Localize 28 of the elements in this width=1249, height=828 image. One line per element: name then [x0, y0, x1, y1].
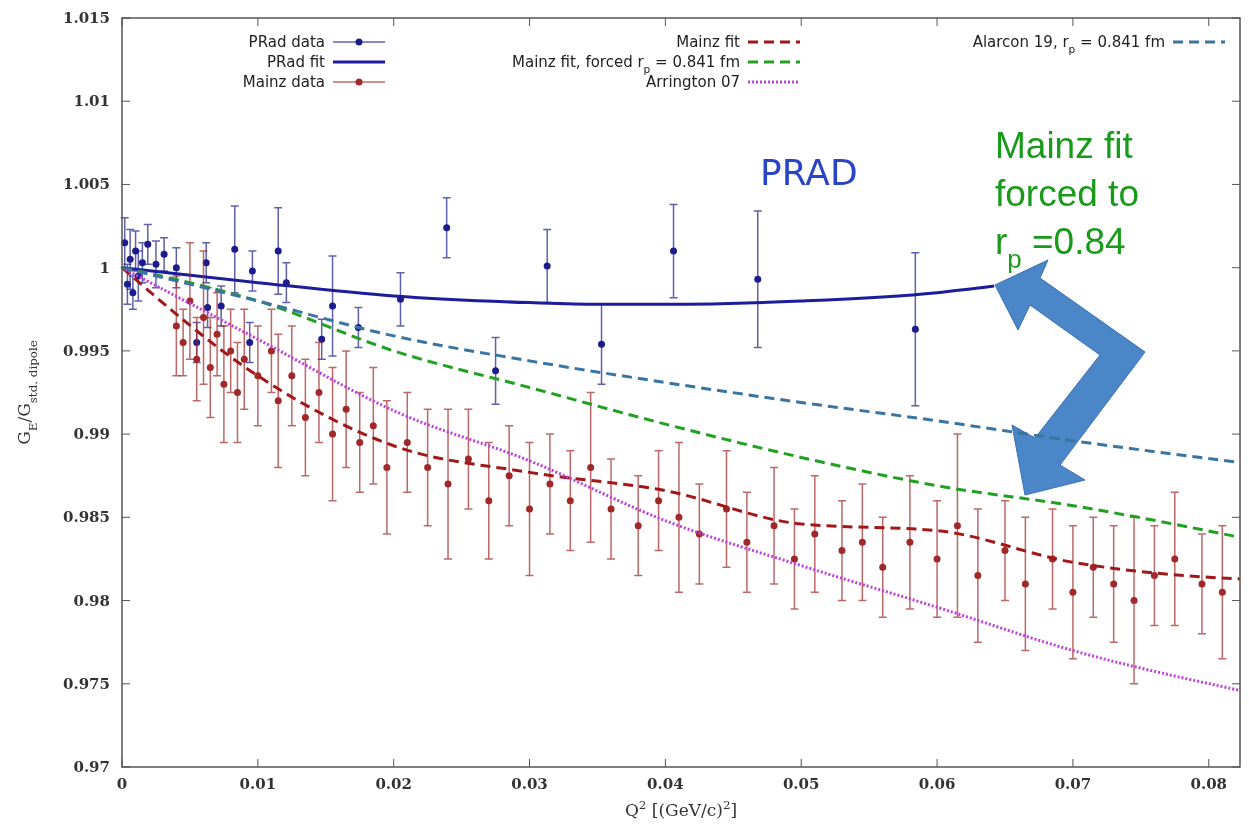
legend-label: Alarcon 19, r$_{p}$ = 0.841 fm: [972, 33, 1165, 55]
x-tick-label: 0.06: [918, 775, 956, 793]
y-tick-label: 0.985: [63, 508, 110, 527]
x-tick-label: 0.08: [1190, 775, 1228, 793]
x-tick-label: 0.02: [375, 775, 412, 793]
x-tick-label: 0.03: [511, 775, 548, 793]
legend-label: Mainz data: [242, 73, 325, 91]
legend-label: PRad fit: [267, 53, 326, 71]
x-tick-label: 0.04: [647, 775, 684, 793]
y-tick-label: 0.995: [63, 341, 110, 360]
y-tick-label: 1.01: [73, 92, 110, 111]
y-tick-label: 0.975: [63, 674, 110, 693]
x-tick-label: 0.07: [1054, 775, 1092, 793]
y-tick-label: 0.97: [73, 758, 110, 776]
y-tick-label: 1.015: [63, 9, 110, 27]
x-tick-label: 0.01: [239, 775, 277, 793]
legend-label: Mainz fit: [676, 33, 741, 51]
x-tick-label: 0.05: [782, 775, 820, 793]
x-axis-title: Q$^{2}$ [(GeV/c)$^{2}$]: [624, 798, 738, 820]
y-tick-label: 1: [99, 258, 110, 277]
legend-label: Mainz fit, forced r$_{p}$ = 0.841 fm: [512, 53, 740, 75]
annotation: PRAD: [760, 152, 858, 193]
y-tick-label: 0.98: [73, 591, 110, 610]
y-tick-label: 0.99: [73, 425, 110, 444]
annotation: Mainz fit forced to r$_{p}$ =0.84: [995, 125, 1139, 273]
y-tick-label: 1.005: [63, 175, 110, 194]
x-tick-label: 0: [116, 775, 128, 793]
legend-label: PRad data: [248, 33, 325, 51]
